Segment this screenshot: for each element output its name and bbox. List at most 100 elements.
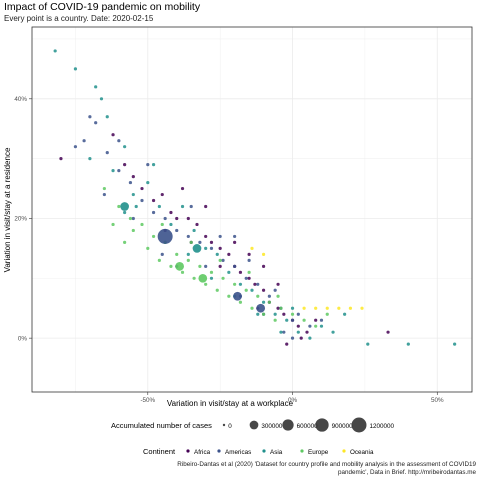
size-legend-label: 300000	[261, 423, 283, 430]
color-legend-key-oceania	[342, 449, 346, 453]
data-point-europe	[227, 294, 231, 298]
data-point-americas	[105, 151, 109, 155]
data-point-asia	[111, 169, 115, 173]
data-point-africa	[209, 240, 214, 245]
data-point-asia	[366, 342, 370, 346]
y-tick-label: 40%	[14, 96, 27, 103]
data-point-americas	[256, 282, 260, 286]
data-point-asia	[250, 288, 254, 292]
data-point-europe	[221, 276, 225, 280]
size-legend-title: Accumulated number of cases	[111, 421, 212, 430]
data-point-africa	[247, 252, 251, 256]
data-point-africa	[261, 264, 266, 268]
data-point-americas	[175, 228, 179, 233]
data-point-africa	[261, 288, 266, 292]
data-point-asia	[151, 163, 156, 167]
data-point-asia	[308, 336, 312, 340]
color-legend-title: Continent	[143, 447, 176, 456]
y-tick-label: 20%	[14, 216, 27, 223]
data-point-europe	[314, 324, 318, 328]
data-point-americas	[160, 252, 164, 256]
data-point-africa	[238, 270, 243, 274]
data-point-europe	[111, 222, 115, 227]
data-point-americas	[204, 264, 208, 268]
chart-title: Impact of COVID-19 pandemic on mobility	[4, 1, 201, 13]
data-point-africa	[140, 186, 144, 191]
data-point-africa	[247, 276, 251, 280]
color-legend-label: Europe	[308, 449, 329, 456]
data-point-americas	[117, 169, 121, 173]
data-point-africa	[160, 192, 164, 197]
data-point-americas	[73, 145, 78, 149]
data-point-asia	[73, 67, 78, 71]
data-point-americas	[319, 318, 324, 322]
data-point-asia	[296, 330, 300, 334]
x-tick-label: -50%	[140, 397, 155, 404]
data-point-asia	[131, 192, 135, 197]
data-point-asia	[261, 300, 266, 304]
data-point-europe	[267, 300, 271, 304]
data-point-africa	[123, 163, 127, 167]
color-legend-label: Asia	[270, 449, 283, 456]
data-point-americas	[244, 276, 248, 280]
data-point-africa	[314, 318, 318, 322]
data-point-americas	[117, 139, 121, 143]
large-data-point	[157, 228, 173, 244]
data-point-asia	[343, 312, 347, 316]
data-point-americas	[163, 216, 167, 221]
data-point-oceania	[314, 306, 318, 310]
size-legend-key	[351, 417, 367, 433]
data-point-oceania	[250, 246, 254, 250]
data-point-europe	[215, 288, 219, 292]
data-point-asia	[227, 270, 231, 274]
chart-caption: Ribeiro-Dantas et al (2020) 'Dataset for…	[177, 461, 476, 476]
x-tick-label: 0%	[288, 397, 298, 404]
data-point-europe	[102, 186, 106, 191]
data-point-asia	[215, 252, 219, 256]
chart-subtitle: Every point is a country. Date: 2020-02-…	[4, 14, 154, 23]
data-point-europe	[250, 306, 254, 310]
data-point-africa	[111, 133, 115, 137]
data-point-asia	[192, 228, 196, 233]
data-point-europe	[117, 204, 121, 209]
data-point-europe	[192, 276, 196, 280]
data-point-asia	[406, 342, 410, 346]
data-point-europe	[131, 228, 135, 233]
size-legend-label: 600000	[297, 423, 319, 430]
data-point-asia	[256, 312, 260, 316]
data-point-europe	[123, 240, 127, 245]
data-point-americas	[296, 312, 300, 316]
data-point-africa	[131, 174, 135, 179]
data-point-asia	[123, 145, 127, 149]
data-point-africa	[186, 216, 190, 221]
data-point-asia	[88, 157, 92, 161]
data-point-asia	[123, 210, 127, 215]
size-legend-key	[315, 418, 329, 432]
data-point-oceania	[348, 306, 353, 310]
data-point-asia	[169, 222, 173, 227]
color-legend-key-asia	[262, 449, 266, 453]
data-point-europe	[186, 258, 190, 262]
panel-background	[32, 27, 472, 392]
data-point-asia	[290, 306, 295, 310]
data-point-americas	[88, 115, 92, 119]
data-point-asia	[453, 342, 457, 346]
data-point-europe	[204, 282, 208, 286]
data-point-europe	[276, 294, 280, 298]
data-point-africa	[386, 330, 390, 334]
data-point-europe	[209, 270, 214, 274]
data-point-europe	[244, 288, 248, 292]
data-point-asia	[146, 180, 150, 185]
data-point-africa	[285, 342, 289, 346]
data-point-asia	[279, 330, 283, 334]
data-point-europe	[128, 216, 133, 221]
data-point-asia	[105, 115, 109, 119]
data-point-europe	[157, 258, 161, 262]
data-point-americas	[209, 246, 214, 250]
data-point-asia	[134, 204, 138, 209]
data-point-africa	[218, 264, 222, 268]
data-point-africa	[276, 282, 280, 286]
data-point-asia	[273, 312, 277, 316]
large-data-point	[233, 291, 242, 301]
